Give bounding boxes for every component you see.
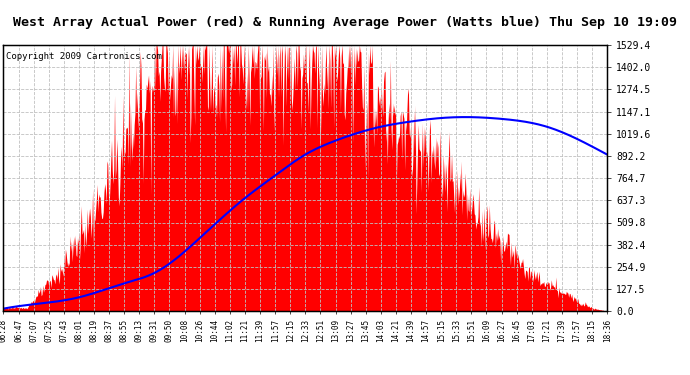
Text: West Array Actual Power (red) & Running Average Power (Watts blue) Thu Sep 10 19: West Array Actual Power (red) & Running … bbox=[13, 16, 677, 29]
Text: Copyright 2009 Cartronics.com: Copyright 2009 Cartronics.com bbox=[6, 52, 162, 61]
